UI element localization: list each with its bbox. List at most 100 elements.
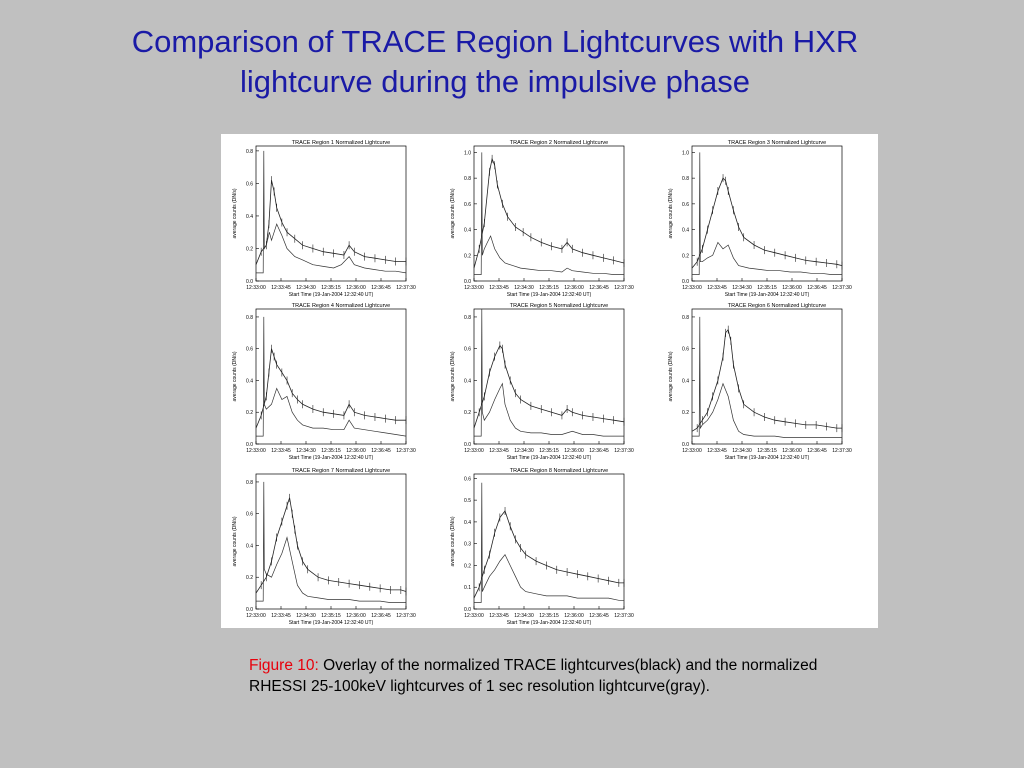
lightcurve-panel-6: TRACE Region 6 Normalized Lightcurve 0.0 0… (668, 303, 852, 461)
x-tick-label: 12:33:00 (246, 448, 266, 454)
y-tick-label: 0.8 (246, 480, 253, 486)
series-line-2 (256, 316, 407, 437)
y-tick-label: 0.3 (464, 542, 471, 548)
y-axis-label: average counts (DN/s) (232, 516, 238, 566)
y-tick-label: 0.4 (464, 228, 471, 234)
x-tick-label: 12:36:00 (782, 285, 802, 291)
x-tick-label: 12:33:45 (271, 285, 291, 291)
lightcurve-figure: TRACE Region 1 Normalized Lightcurve 0.0 0… (221, 134, 878, 628)
x-tick-label: 12:35:15 (321, 613, 341, 619)
x-tick-label: 12:36:00 (564, 448, 584, 454)
y-tick-label: 0.1 (464, 585, 471, 591)
y-tick-label: 1.0 (464, 150, 471, 156)
y-tick-label: 0.5 (464, 498, 471, 504)
lightcurve-panel-3: TRACE Region 3 Normalized Lightcurve 0.0 0… (668, 140, 852, 298)
x-tick-label: 12:33:00 (246, 285, 266, 291)
x-tick-label: 12:36:00 (346, 285, 366, 291)
x-tick-label: 12:36:45 (589, 448, 609, 454)
x-tick-label: 12:36:00 (346, 448, 366, 454)
y-tick-label: 0.6 (246, 181, 253, 187)
x-tick-label: 12:37:30 (832, 448, 852, 454)
series-line-1 (473, 510, 624, 599)
figure-caption-text: Overlay of the normalized TRACE lightcur… (249, 657, 818, 695)
y-tick-label: 0.2 (246, 575, 253, 581)
x-tick-label: 12:34:30 (732, 285, 752, 291)
x-tick-label: 12:35:15 (539, 285, 559, 291)
y-tick-label: 0.8 (682, 315, 689, 321)
x-tick-label: 12:34:30 (732, 448, 752, 454)
panel-title: TRACE Region 2 Normalized Lightcurve (510, 140, 608, 146)
x-tick-label: 12:36:00 (346, 613, 366, 619)
x-tick-label: 12:33:45 (489, 448, 509, 454)
y-tick-label: 0.8 (246, 315, 253, 321)
x-tick-label: 12:37:30 (396, 613, 416, 619)
y-tick-label: 0.2 (682, 253, 689, 259)
y-tick-label: 0.4 (682, 378, 689, 384)
series-line-1 (691, 328, 842, 432)
panel-title: TRACE Region 6 Normalized Lightcurve (728, 303, 826, 309)
y-axis-label: average counts (DN/s) (450, 351, 456, 401)
x-tick-label: 12:34:30 (296, 613, 316, 619)
plot-frame (255, 308, 407, 445)
y-tick-label: 0.4 (682, 228, 689, 234)
x-tick-label: 12:33:45 (489, 613, 509, 619)
x-tick-label: 12:33:00 (682, 448, 702, 454)
x-tick-label: 12:33:00 (682, 285, 702, 291)
x-tick-label: 12:37:30 (614, 448, 634, 454)
series-line-2 (692, 316, 842, 438)
lightcurve-grid: TRACE Region 1 Normalized Lightcurve 0.0 0… (232, 140, 852, 626)
x-tick-label: 12:34:30 (296, 448, 316, 454)
y-tick-label: 0.8 (464, 176, 471, 182)
x-axis-label: Start Time (19-Jan-2004 12:32:40 UT) (289, 620, 374, 626)
y-tick-label: 0.6 (246, 347, 253, 353)
x-tick-label: 12:35:15 (757, 448, 777, 454)
x-tick-label: 12:36:00 (564, 285, 584, 291)
x-tick-label: 12:33:45 (707, 448, 727, 454)
slide-title-line-1: Comparison of TRACE Region Lightcurves w… (131, 24, 859, 59)
y-tick-label: 1.0 (682, 150, 689, 156)
y-tick-label: 0.4 (464, 378, 471, 384)
series-line-1 (255, 180, 406, 265)
panel-title: TRACE Region 5 Normalized Lightcurve (510, 303, 608, 309)
x-tick-label: 12:33:00 (464, 613, 484, 619)
series-line-2 (256, 150, 407, 274)
panel-title: TRACE Region 1 Normalized Lightcurve (292, 140, 390, 146)
y-tick-label: 0.6 (464, 347, 471, 353)
y-tick-label: 0.0 (464, 279, 471, 285)
x-axis-label: Start Time (19-Jan-2004 12:32:40 UT) (289, 455, 374, 461)
y-tick-label: 0.6 (682, 202, 689, 208)
lightcurve-panel-7: TRACE Region 7 Normalized Lightcurve 0.0 0… (232, 468, 416, 626)
x-tick-label: 12:36:45 (807, 285, 827, 291)
figure-caption: Figure 10: Overlay of the normalized TRA… (249, 655, 869, 697)
y-tick-label: 0.6 (246, 512, 253, 518)
panel-title: TRACE Region 8 Normalized Lightcurve (510, 468, 608, 474)
x-axis-label: Start Time (19-Jan-2004 12:32:40 UT) (725, 292, 810, 298)
x-tick-label: 12:37:30 (832, 285, 852, 291)
figure-label: Figure 10: (249, 657, 319, 674)
y-tick-label: 0.0 (246, 279, 253, 285)
x-tick-label: 12:35:15 (539, 613, 559, 619)
x-tick-label: 12:35:15 (321, 448, 341, 454)
panel-title: TRACE Region 7 Normalized Lightcurve (292, 468, 390, 474)
y-tick-label: 0.0 (682, 442, 689, 448)
y-tick-label: 0.0 (464, 607, 471, 613)
slide-title: Comparison of TRACE Region Lightcurves w… (120, 22, 870, 102)
x-tick-label: 12:36:45 (589, 285, 609, 291)
x-tick-label: 12:36:45 (807, 448, 827, 454)
y-tick-label: 0.2 (464, 253, 471, 259)
plot-frame (473, 145, 625, 282)
series-line-1 (255, 497, 407, 594)
y-tick-label: 0.0 (246, 442, 253, 448)
x-tick-label: 12:37:30 (614, 285, 634, 291)
slide-title-line-2: lightcurve during the impulsive phase (239, 64, 751, 99)
series-line-1 (473, 157, 625, 269)
y-tick-label: 0.4 (246, 214, 253, 220)
y-tick-label: 0.8 (464, 315, 471, 321)
x-tick-label: 12:36:45 (371, 448, 391, 454)
y-tick-label: 0.0 (464, 442, 471, 448)
series-line-2 (474, 308, 624, 437)
x-tick-label: 12:33:45 (489, 285, 509, 291)
y-tick-label: 0.8 (682, 176, 689, 182)
panel-title: TRACE Region 4 Normalized Lightcurve (292, 303, 390, 309)
x-tick-label: 12:36:45 (371, 613, 391, 619)
